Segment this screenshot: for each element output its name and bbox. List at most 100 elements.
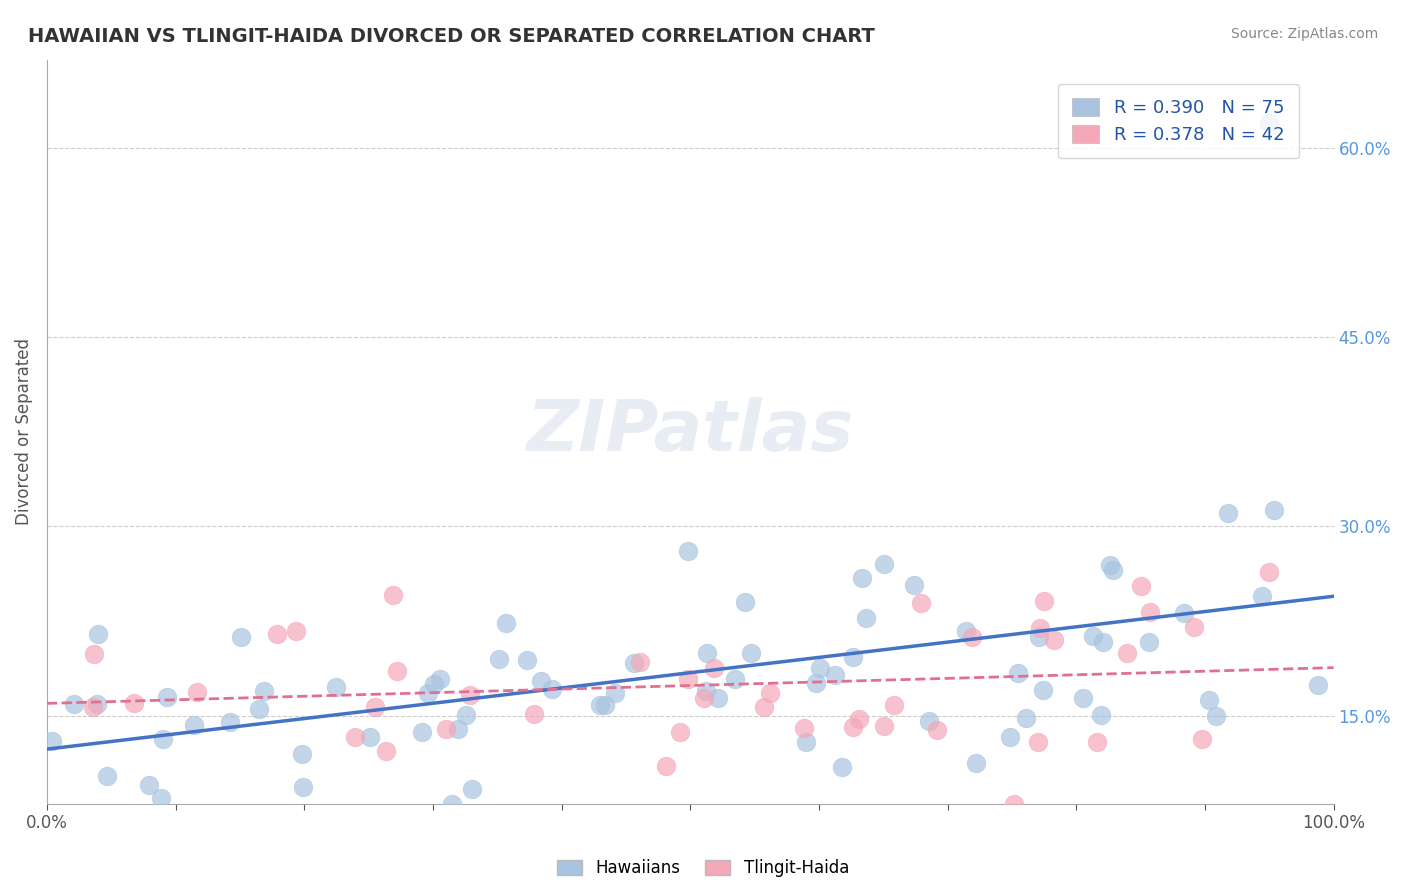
Point [285, 624, 308, 638]
Point [605, 686, 627, 700]
Point [848, 712, 870, 726]
Text: Source: ZipAtlas.com: Source: ZipAtlas.com [1230, 27, 1378, 41]
Point [965, 756, 987, 770]
Point [1007, 666, 1029, 681]
Point [423, 677, 446, 691]
Point [1026, 735, 1049, 749]
Point [1216, 506, 1239, 520]
Point [1263, 503, 1285, 517]
Point [461, 781, 484, 796]
Point [842, 720, 865, 734]
Point [1092, 635, 1115, 649]
Point [628, 655, 651, 669]
Point [291, 780, 314, 794]
Point [359, 730, 381, 744]
Point [831, 760, 853, 774]
Point [218, 714, 240, 729]
Point [86, 698, 108, 712]
Point [1139, 605, 1161, 619]
Point [436, 722, 458, 736]
Point [183, 718, 205, 732]
Legend: R = 0.390   N = 75, R = 0.378   N = 42: R = 0.390 N = 75, R = 0.378 N = 42 [1057, 84, 1299, 158]
Point [523, 707, 546, 722]
Point [873, 719, 896, 733]
Point [1130, 579, 1153, 593]
Point [808, 660, 831, 674]
Point [1198, 693, 1220, 707]
Point [758, 686, 780, 700]
Point [1098, 558, 1121, 572]
Point [1205, 708, 1227, 723]
Point [364, 699, 387, 714]
Point [1028, 621, 1050, 635]
Point [96, 769, 118, 783]
Point [416, 686, 439, 700]
Point [918, 714, 941, 728]
Point [156, 690, 179, 704]
Point [955, 624, 977, 639]
Point [1102, 563, 1125, 577]
Point [530, 673, 553, 688]
Point [693, 690, 716, 705]
Point [740, 646, 762, 660]
Point [447, 722, 470, 736]
Point [695, 683, 717, 698]
Point [83, 647, 105, 661]
Point [1014, 711, 1036, 725]
Point [149, 790, 172, 805]
Text: ZIPatlas: ZIPatlas [527, 397, 853, 467]
Point [696, 646, 718, 660]
Point [454, 707, 477, 722]
Point [429, 672, 451, 686]
Point [655, 759, 678, 773]
Point [325, 680, 347, 694]
Point [1032, 683, 1054, 698]
Point [623, 656, 645, 670]
Point [1028, 630, 1050, 644]
Point [1139, 635, 1161, 649]
Point [724, 672, 747, 686]
Point [855, 611, 877, 625]
Point [842, 650, 865, 665]
Point [734, 595, 756, 609]
Point [441, 797, 464, 811]
Point [460, 689, 482, 703]
Point [495, 616, 517, 631]
Point [1182, 619, 1205, 633]
Point [1043, 633, 1066, 648]
Y-axis label: Divorced or Separated: Divorced or Separated [15, 338, 32, 525]
Point [703, 661, 725, 675]
Point [1000, 731, 1022, 745]
Point [1081, 629, 1104, 643]
Point [1116, 646, 1139, 660]
Point [291, 747, 314, 761]
Point [62, 698, 84, 712]
Point [266, 627, 288, 641]
Point [138, 778, 160, 792]
Point [1033, 593, 1056, 607]
Point [381, 589, 404, 603]
Point [516, 653, 538, 667]
Point [152, 731, 174, 746]
Point [541, 681, 564, 696]
Point [595, 698, 617, 712]
Point [754, 700, 776, 714]
Text: HAWAIIAN VS TLINGIT-HAIDA DIVORCED OR SEPARATED CORRELATION CHART: HAWAIIAN VS TLINGIT-HAIDA DIVORCED OR SE… [28, 27, 875, 45]
Point [1306, 678, 1329, 692]
Point [387, 665, 409, 679]
Point [925, 723, 948, 738]
Point [122, 696, 145, 710]
Point [1258, 116, 1281, 130]
Point [851, 571, 873, 585]
Point [253, 684, 276, 698]
Point [676, 672, 699, 686]
Point [1191, 731, 1213, 746]
Point [1258, 565, 1281, 579]
Point [793, 722, 815, 736]
Point [678, 544, 700, 558]
Legend: Hawaiians, Tlingit-Haida: Hawaiians, Tlingit-Haida [550, 853, 856, 884]
Point [873, 557, 896, 571]
Point [231, 631, 253, 645]
Point [1085, 735, 1108, 749]
Point [588, 698, 610, 713]
